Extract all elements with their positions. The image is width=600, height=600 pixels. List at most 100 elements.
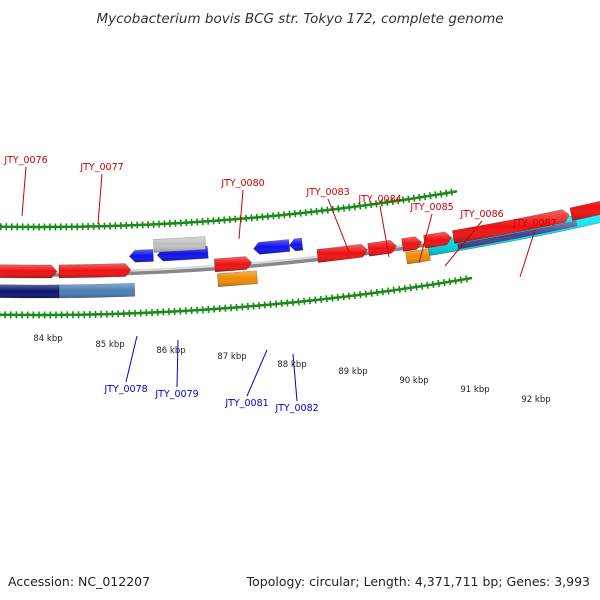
forward-gene-leader [327, 198, 350, 253]
outer-feature-6 [457, 220, 578, 250]
backbone-line [0, 238, 457, 277]
forward-ruler-major-tick [229, 304, 233, 312]
reverse-gene-label: JTY_0079 [154, 389, 198, 400]
outer-feature-4 [405, 248, 431, 265]
forward-gene-label: JTY_0080 [220, 178, 264, 189]
forward-gene-label: JTY_0086 [459, 209, 503, 220]
forward-ruler-major-tick [414, 283, 418, 291]
reverse-outer-feature-1 [153, 236, 206, 253]
forward-ruler-major-tick [381, 288, 385, 296]
forward-gene-leader [519, 229, 536, 278]
forward-gene-leader [97, 173, 103, 225]
forward-gene-label: JTY_0083 [305, 187, 349, 198]
forward-ruler-major-tick [331, 294, 334, 302]
forward-ruler-major-tick [224, 304, 227, 312]
forward-tick-track [0, 275, 473, 319]
scale-label: 84 kbp [33, 334, 62, 344]
forward-cds-6 [401, 236, 422, 252]
forward-gene-leader [238, 189, 244, 240]
forward-ruler-major-tick [274, 300, 278, 308]
gene-label-track: JTY_0076 JTY_0077 JTY_0080 JTY_0083 JTY_0084… [3, 155, 556, 414]
accession-text: Accession: NC_012207 [8, 574, 150, 589]
forward-ruler-major-tick [359, 291, 362, 299]
forward-gene-leader [379, 205, 390, 258]
scale-label: 89 kbp [338, 367, 367, 377]
forward-ruler-major-tick [353, 291, 356, 299]
forward-ruler-major-tick [291, 298, 295, 306]
scale-label: 88 kbp [277, 360, 306, 370]
forward-ruler-major-tick [308, 297, 311, 305]
forward-ruler-major-tick [437, 279, 441, 288]
scale-label: 85 kbp [95, 340, 124, 350]
forward-gene-leader [444, 220, 483, 267]
forward-ruler-major-tick [314, 296, 317, 304]
scale-label-track: 84 kbp 85 kbp 86 kbp 87 kbp 88 kbp 89 kbp 90 k… [33, 334, 550, 405]
forward-ruler-major-tick [297, 298, 300, 306]
scale-label: 91 kbp [460, 385, 489, 395]
reverse-cds-3 [253, 239, 291, 255]
forward-ruler-major-tick [347, 292, 351, 300]
forward-ruler-major-tick [336, 293, 340, 302]
reverse-cds-4 [288, 237, 304, 252]
forward-ruler-major-tick [319, 295, 323, 303]
forward-ruler-major-tick [403, 285, 407, 293]
scale-label: 86 kbp [156, 346, 185, 356]
forward-ruler-major-tick [364, 290, 368, 298]
forward-ruler-major-tick [387, 287, 390, 295]
forward-ruler-major-tick [246, 302, 249, 311]
reverse-gene-label: JTY_0078 [103, 384, 147, 395]
forward-ruler-major-tick [420, 282, 424, 290]
forward-ruler-major-tick [252, 302, 255, 310]
forward-ruler-major-tick [263, 301, 266, 309]
forward-gene-label: JTY_0087 [512, 218, 556, 229]
scale-label: 92 kbp [521, 395, 550, 405]
reverse-tick-track [0, 188, 458, 231]
forward-gene-leader [418, 213, 433, 264]
forward-gene-label: JTY_0077 [79, 162, 123, 173]
forward-ruler-major-tick [258, 301, 261, 310]
forward-cds-5 [367, 239, 397, 257]
forward-ruler-major-tick [431, 280, 435, 288]
forward-ruler-major-tick [342, 293, 345, 301]
scale-label: 87 kbp [217, 352, 246, 362]
scale-label: 90 kbp [399, 376, 428, 386]
reverse-gene-leader [246, 349, 268, 397]
topology-text: Topology: circular; Length: 4,371,711 bp… [246, 574, 590, 589]
genome-title: Mycobacterium bovis BCG str. Tokyo 172, … [96, 11, 503, 27]
outer-feature-1 [0, 284, 60, 299]
forward-cds-8 [451, 209, 570, 244]
forward-gene-label: JTY_0084 [357, 194, 401, 205]
forward-cds-2 [58, 263, 132, 279]
outer-feature-3 [217, 270, 258, 288]
forward-ruler-major-tick [426, 281, 429, 289]
forward-cds-9 [569, 200, 600, 222]
forward-ruler-major-tick [448, 278, 452, 286]
reverse-gene-label: JTY_0082 [274, 403, 318, 414]
feature-track [0, 200, 600, 299]
forward-cds-3 [213, 256, 253, 273]
forward-gene-leader [21, 166, 27, 217]
forward-ruler-major-tick [303, 297, 306, 305]
forward-cds-1 [0, 264, 58, 279]
forward-ruler-major-tick [235, 303, 238, 311]
forward-ruler-major-tick [392, 286, 396, 294]
forward-ruler-major-tick [375, 288, 379, 297]
reverse-gene-leader [176, 339, 179, 388]
forward-ruler-major-tick [241, 303, 244, 311]
reverse-gene-label: JTY_0081 [224, 398, 268, 409]
forward-ruler-major-tick [442, 279, 446, 287]
forward-ruler-major-tick [465, 275, 468, 283]
forward-ruler-major-tick [409, 284, 413, 292]
forward-gene-label: JTY_0076 [3, 155, 47, 166]
forward-ruler-major-tick [286, 299, 289, 307]
forward-ruler-major-tick [280, 299, 283, 308]
reverse-cds-1 [128, 249, 154, 263]
reverse-gene-leader [125, 335, 138, 383]
forward-ruler-major-tick [370, 289, 373, 297]
outer-feature-2 [58, 282, 136, 299]
forward-gene-label: JTY_0085 [409, 202, 453, 213]
forward-ruler-major-tick [269, 300, 272, 309]
forward-ruler-major-tick [398, 285, 401, 294]
forward-cds-7 [423, 231, 452, 249]
